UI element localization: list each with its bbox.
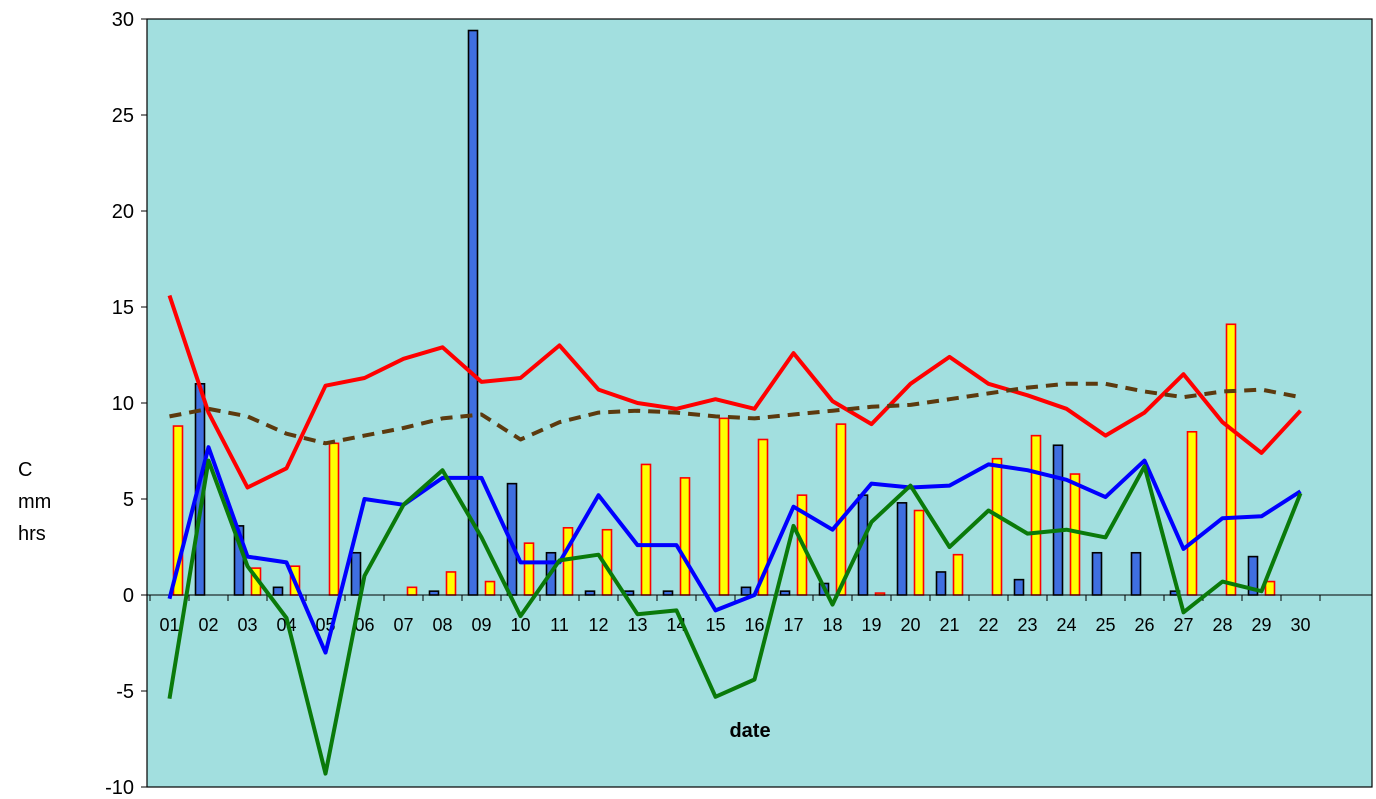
bar	[1225, 323, 1237, 596]
y-axis-title-line-2: mm	[18, 491, 52, 513]
bar	[1091, 551, 1103, 596]
bar	[1030, 434, 1042, 596]
line-series-group	[167, 294, 1303, 776]
y-axis-title-line-1: C	[18, 459, 33, 481]
x-tick-label: 26	[1134, 615, 1154, 635]
bar	[484, 580, 496, 596]
x-tick-label: 22	[978, 615, 998, 635]
bar	[1130, 551, 1142, 596]
x-tick-label: 08	[432, 615, 452, 635]
x-tick-label: 25	[1095, 615, 1115, 635]
x-tick-label: 28	[1212, 615, 1232, 635]
x-tick-label: 07	[393, 615, 413, 635]
x-axis-title: date	[729, 720, 770, 742]
x-tick-label: 06	[354, 615, 374, 635]
x-tick-label: 10	[510, 615, 530, 635]
bar	[328, 442, 340, 596]
bar	[1052, 444, 1064, 596]
bar	[584, 590, 596, 596]
y-tick-label: 5	[123, 489, 134, 511]
bar	[1013, 578, 1025, 596]
bar-series-group	[172, 29, 1276, 596]
y-tick-label: -10	[105, 777, 134, 799]
x-tick-label: 30	[1290, 615, 1310, 635]
bar	[428, 590, 440, 596]
bar	[913, 509, 925, 596]
bar	[991, 457, 1003, 596]
x-tick-label: 24	[1056, 615, 1076, 635]
series-line	[167, 294, 1302, 490]
y-tick-label: 0	[123, 585, 134, 607]
y-axis-title-line-3: hrs	[18, 523, 46, 545]
y-tick-label: -5	[116, 681, 134, 703]
x-tick-label: 18	[822, 615, 842, 635]
bar	[679, 477, 691, 596]
bar	[467, 29, 479, 596]
x-tick-label: 12	[588, 615, 608, 635]
series-line	[167, 458, 1303, 776]
x-tick-label: 09	[471, 615, 491, 635]
x-tick-label: 15	[705, 615, 725, 635]
bar	[1069, 473, 1081, 596]
y-tick-label: 15	[112, 297, 134, 319]
x-tick-label: 27	[1173, 615, 1193, 635]
bar	[1264, 580, 1276, 596]
series-line	[169, 381, 1301, 446]
y-tick-label: 30	[112, 9, 134, 31]
bar	[523, 542, 535, 596]
x-tick-label: 20	[900, 615, 920, 635]
y-tick-label: 25	[112, 105, 134, 127]
x-tick-label: 29	[1251, 615, 1271, 635]
x-tick-label: 13	[627, 615, 647, 635]
x-tick-label: 21	[939, 615, 959, 635]
bar	[406, 586, 418, 596]
x-tick-label: 19	[861, 615, 881, 635]
x-tick-label: 11	[550, 615, 569, 635]
bar	[445, 571, 457, 596]
bar	[350, 551, 362, 596]
x-tick-label: 17	[783, 615, 803, 635]
bar	[952, 553, 964, 596]
bar	[935, 571, 947, 596]
bar	[640, 463, 652, 596]
bar	[272, 586, 284, 596]
y-tick-label: 20	[112, 201, 134, 223]
y-axis: -10 -5 0 5 10 15 20 25 30	[105, 9, 147, 799]
bar	[740, 586, 752, 596]
x-axis: 01 02 03 04 05 06 07 08 09 10 11 12 13 14 15 16 17 18 19 20…	[147, 594, 1372, 635]
bar	[896, 502, 908, 596]
bar	[779, 590, 791, 596]
x-tick-label: 02	[198, 615, 218, 635]
bar	[662, 590, 674, 596]
x-tick-label: 03	[237, 615, 257, 635]
y-tick-label: 10	[112, 393, 134, 415]
bar	[1186, 430, 1198, 596]
x-tick-label: 01	[159, 615, 179, 635]
series-line	[167, 445, 1302, 655]
x-tick-label: 16	[744, 615, 764, 635]
x-tick-label: 23	[1017, 615, 1037, 635]
bar	[835, 423, 847, 596]
bar	[718, 417, 730, 596]
